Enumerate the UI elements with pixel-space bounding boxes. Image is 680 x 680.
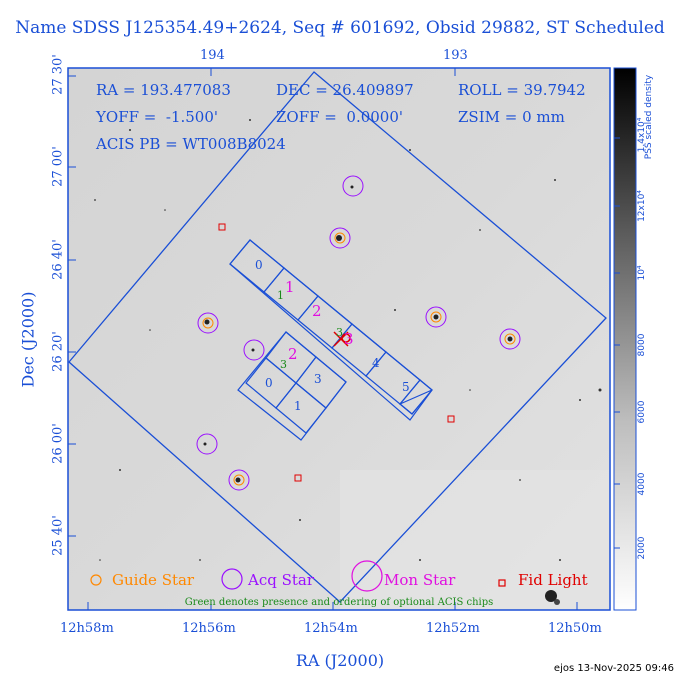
frame-ticks [68, 68, 578, 610]
fid-legend-label: Fid Light [518, 571, 588, 589]
info-roll: ROLL = 39.7942 [458, 81, 586, 99]
chip-i3-label: 3 [314, 372, 322, 386]
mon-legend-icon [351, 560, 383, 592]
chip-s1-optional: 1 [277, 289, 284, 302]
dec-axis-label: Dec (J2000) [18, 291, 38, 388]
chip-i0-label: 0 [265, 376, 273, 390]
ra-axis-label: RA (J2000) [295, 651, 385, 670]
acq-legend-icon [221, 568, 243, 590]
cb-tick-2000: 2000 [637, 536, 647, 560]
chip-s0-label: 0 [255, 258, 263, 272]
cb-tick-10000: 10⁴ [637, 265, 647, 281]
dec-tick-2730: 27 30' [50, 54, 66, 95]
chip-i2-optional: 3 [280, 358, 287, 371]
optional-chips-note: Green denotes presence and ordering of o… [184, 597, 494, 608]
acis-s-outline [229, 239, 433, 421]
guide-legend-icon [90, 574, 102, 586]
chip-s4-label: 4 [372, 356, 380, 370]
plot-title: Name SDSS J125354.49+2624, Seq # 601692,… [15, 18, 665, 38]
chip-i2-label: 2 [288, 345, 298, 363]
dec-tick-2640: 26 40' [50, 239, 66, 280]
chip-s3-optional: 3 [336, 326, 343, 339]
chip-s3-label: 3 [344, 330, 354, 348]
plot-frame [67, 67, 611, 611]
acq-stars [196, 175, 521, 491]
colorbar [613, 67, 637, 611]
bottom-tick-1256: 12h56m [182, 621, 236, 636]
info-ra: RA = 193.477083 [96, 81, 231, 99]
dec-tick-2700: 27 00' [50, 146, 66, 187]
aimpoint-marker [333, 331, 351, 347]
info-dec: DEC = 26.409897 [276, 81, 414, 99]
bottom-tick-1254: 12h54m [304, 621, 358, 636]
info-yoff: YOFF = -1.500' [96, 108, 219, 126]
cb-tick-6000: 6000 [637, 400, 647, 424]
fid-legend-icon [498, 579, 506, 587]
bright-galaxy [545, 590, 557, 602]
chip-s2-label: 2 [312, 302, 322, 320]
info-zoff: ZOFF = 0.0000' [276, 108, 404, 126]
info-acis: ACIS PB = WT008B8024 [96, 135, 286, 153]
chip-s1-label: 1 [285, 278, 295, 296]
fid-lights [218, 223, 455, 482]
bottom-tick-1258: 12h58m [60, 621, 114, 636]
footer-timestamp: ejos 13-Nov-2025 09:46 [553, 663, 674, 674]
bottom-tick-1250: 12h50m [548, 621, 602, 636]
acq-legend-label: Acq Star [248, 571, 315, 589]
colorbar-label: PSS scaled density [644, 74, 654, 160]
background-stars [94, 84, 602, 561]
acis-i-chips [237, 331, 347, 441]
bottom-tick-1252: 12h52m [426, 621, 480, 636]
dec-tick-2620: 26 20' [50, 331, 66, 372]
guide-stars [202, 232, 516, 486]
chip-s5-label: 5 [402, 380, 410, 394]
fov-square [68, 71, 607, 603]
dec-tick-2600: 26 00' [50, 423, 66, 464]
cb-tick-4000: 4000 [637, 472, 647, 496]
top-tick-194: 194 [200, 48, 225, 63]
chip-i1-label: 1 [294, 399, 302, 413]
dec-tick-2540: 25 40' [50, 515, 66, 556]
cb-tick-8000: 8000 [637, 333, 647, 357]
top-tick-193: 193 [443, 48, 468, 63]
cb-tick-12000: 12x10⁴ [637, 190, 647, 222]
catalog-stars [203, 185, 513, 483]
mon-legend-label: Mon Star [384, 571, 456, 589]
info-zsim: ZSIM = 0 mm [458, 108, 565, 126]
guide-legend-label: Guide Star [112, 571, 195, 589]
